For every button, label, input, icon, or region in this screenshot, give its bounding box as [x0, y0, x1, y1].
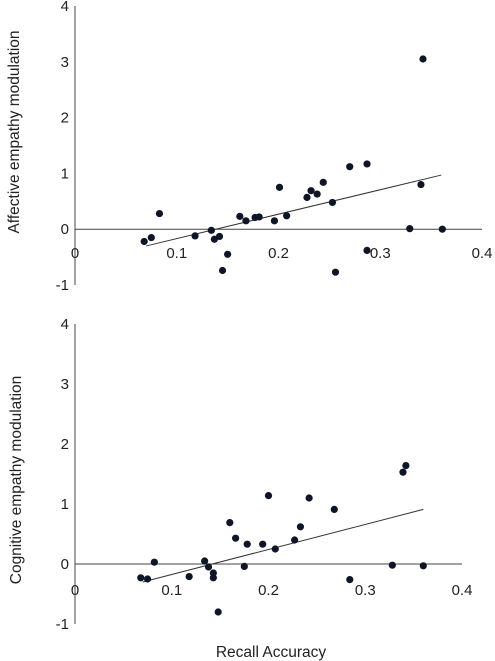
data-point	[283, 212, 291, 220]
data-point	[328, 198, 337, 207]
y-tick-label: 0	[61, 221, 69, 238]
data-point	[419, 55, 427, 63]
x-tick-label: 0	[71, 245, 79, 262]
data-point	[137, 574, 145, 582]
data-point	[363, 160, 371, 168]
data-point	[209, 574, 217, 582]
data-point	[330, 505, 338, 513]
data-point	[226, 519, 234, 527]
y-axis-label-affective: Affective empathy modulation	[6, 30, 23, 233]
data-point	[303, 193, 311, 201]
data-point	[155, 209, 164, 218]
y-tick-label: 2	[61, 110, 69, 127]
data-point	[207, 226, 215, 234]
x-tick-label: 0.2	[268, 245, 289, 262]
data-point	[255, 213, 263, 221]
data-point	[140, 237, 148, 246]
data-point	[224, 250, 232, 258]
data-point	[346, 576, 354, 584]
data-point	[240, 562, 248, 571]
y-tick-label: 0	[61, 556, 69, 573]
trend-line	[142, 508, 424, 583]
x-tick-label: 0	[71, 582, 79, 599]
x-axis-label: Recall Accuracy	[216, 644, 327, 661]
data-point	[363, 246, 371, 255]
data-point	[264, 492, 273, 500]
cognitive-empathy-chart: Cognitive empathy modulation Recall Accu…	[8, 316, 472, 661]
data-point	[143, 575, 152, 583]
data-point	[319, 178, 327, 186]
data-point	[271, 545, 279, 553]
data-point	[399, 468, 407, 476]
data-point	[215, 232, 224, 241]
y-tick-label: 4	[61, 316, 69, 333]
x-tick-label: 0.2	[258, 582, 279, 599]
data-point	[275, 183, 284, 191]
y-tick-label: 4	[61, 0, 69, 15]
data-point	[417, 180, 425, 189]
data-point	[214, 608, 222, 616]
y-tick-label: 2	[61, 436, 69, 453]
x-tick-label: 0.3	[370, 245, 391, 262]
trend-line	[146, 174, 442, 247]
data-point	[204, 563, 213, 571]
data-point	[232, 534, 240, 542]
y-axis-label-cognitive: Cognitive empathy modulation	[8, 376, 25, 585]
data-point	[218, 266, 227, 275]
y-tick-label: -1	[56, 277, 69, 294]
data-point	[402, 462, 410, 470]
data-point	[313, 190, 321, 198]
data-point	[291, 536, 299, 544]
data-point	[406, 225, 414, 233]
data-point	[419, 562, 427, 570]
x-tick-label: 0.4	[452, 582, 473, 599]
y-tick-label: -1	[56, 616, 69, 633]
data-point	[331, 268, 340, 276]
data-point	[243, 540, 251, 548]
x-tick-label: 0.3	[355, 582, 376, 599]
data-point	[388, 561, 396, 569]
data-point	[307, 187, 315, 195]
data-point	[242, 217, 250, 225]
data-point	[296, 523, 305, 531]
data-point	[438, 225, 446, 233]
data-point	[191, 232, 199, 240]
data-point	[236, 212, 244, 220]
data-point	[305, 494, 313, 502]
y-tick-label: 3	[61, 376, 69, 393]
y-tick-label: 1	[61, 496, 69, 513]
data-point	[201, 557, 209, 565]
data-point	[270, 217, 279, 225]
x-tick-label: 0.1	[161, 582, 182, 599]
data-point	[147, 233, 155, 242]
x-tick-label: 0.1	[166, 245, 187, 262]
x-tick-label: 0.4	[472, 245, 493, 262]
y-tick-label: 1	[61, 165, 69, 182]
data-point	[150, 558, 158, 566]
y-tick-label: 3	[61, 54, 69, 71]
data-point	[185, 573, 193, 581]
data-point	[346, 163, 354, 171]
data-point	[259, 540, 267, 548]
